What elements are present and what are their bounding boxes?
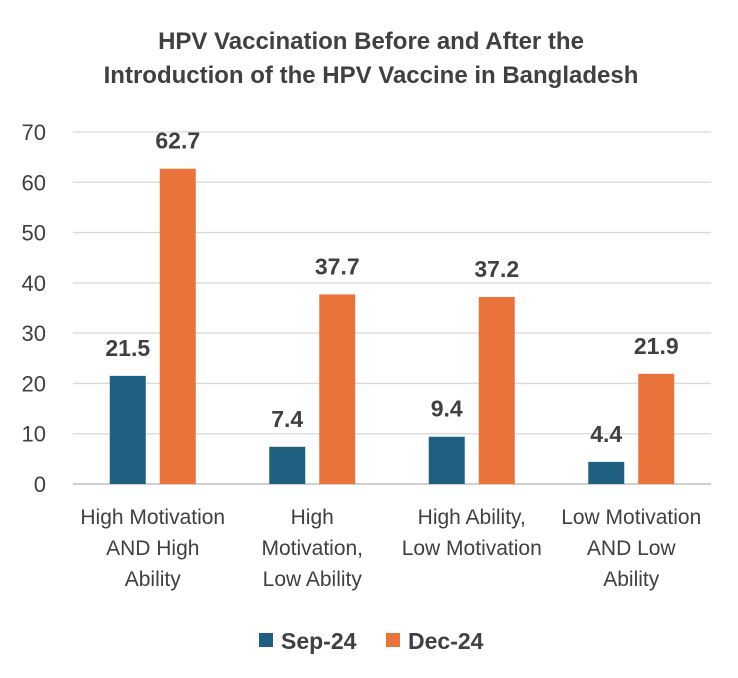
legend-label: Sep-24 bbox=[281, 628, 357, 654]
data-label: 21.5 bbox=[105, 335, 150, 361]
data-labels: 21.5 62.7 7.4 37.7 9.4 37.2 4.4 21.9 bbox=[105, 128, 678, 447]
y-tick-label: 30 bbox=[22, 321, 46, 346]
bar-sep-24 bbox=[109, 375, 146, 484]
y-tick-label: 40 bbox=[22, 271, 46, 296]
x-category-label: Ability bbox=[603, 568, 660, 591]
x-category-label: Low Ability bbox=[263, 568, 363, 591]
data-label: 4.4 bbox=[590, 421, 622, 447]
x-category-label: Low Motivation bbox=[561, 506, 701, 529]
legend-swatch-sep-24 bbox=[259, 633, 273, 647]
bar-sep-24 bbox=[269, 446, 306, 484]
data-label: 37.2 bbox=[474, 256, 519, 282]
y-axis-tick-labels: 0 10 20 30 40 50 60 70 bbox=[22, 120, 46, 497]
data-label: 37.7 bbox=[315, 253, 360, 279]
chart-title-line: Introduction of the HPV Vaccine in Bangl… bbox=[104, 62, 639, 89]
bar-dec-24 bbox=[638, 373, 675, 484]
bar-dec-24 bbox=[159, 168, 196, 485]
x-category-label: Low Motivation bbox=[402, 537, 542, 560]
data-label: 7.4 bbox=[271, 406, 303, 432]
legend-swatch-dec-24 bbox=[386, 633, 400, 647]
data-label: 21.9 bbox=[634, 333, 679, 359]
data-label: 62.7 bbox=[155, 128, 200, 154]
y-tick-label: 50 bbox=[22, 221, 46, 246]
x-category-label: Ability bbox=[125, 568, 182, 591]
x-category-label: High bbox=[291, 506, 334, 529]
bars bbox=[109, 168, 675, 485]
legend-label: Dec-24 bbox=[408, 628, 484, 654]
legend: Sep-24 Dec-24 bbox=[259, 628, 484, 654]
chart-title-line: HPV Vaccination Before and After the bbox=[158, 28, 584, 55]
y-tick-label: 20 bbox=[22, 371, 46, 396]
y-tick-label: 10 bbox=[22, 422, 46, 447]
chart-title: HPV Vaccination Before and After the Intr… bbox=[104, 28, 639, 89]
data-label: 9.4 bbox=[431, 396, 463, 422]
x-category-label: Motivation, bbox=[261, 537, 363, 560]
x-category-label: High Motivation bbox=[80, 506, 225, 529]
x-axis-category-labels: High Motivation AND High Ability High Motiva… bbox=[80, 506, 701, 591]
bar-sep-24 bbox=[588, 461, 625, 484]
y-tick-label: 0 bbox=[34, 472, 46, 497]
bar-dec-24 bbox=[319, 294, 356, 484]
x-category-label: High Ability, bbox=[418, 506, 526, 529]
x-category-label: AND High bbox=[106, 537, 199, 560]
x-category-label: AND Low bbox=[587, 537, 677, 560]
bar-dec-24 bbox=[478, 296, 515, 484]
y-tick-label: 70 bbox=[22, 120, 46, 145]
y-tick-label: 60 bbox=[22, 170, 46, 195]
bar-sep-24 bbox=[428, 436, 465, 484]
